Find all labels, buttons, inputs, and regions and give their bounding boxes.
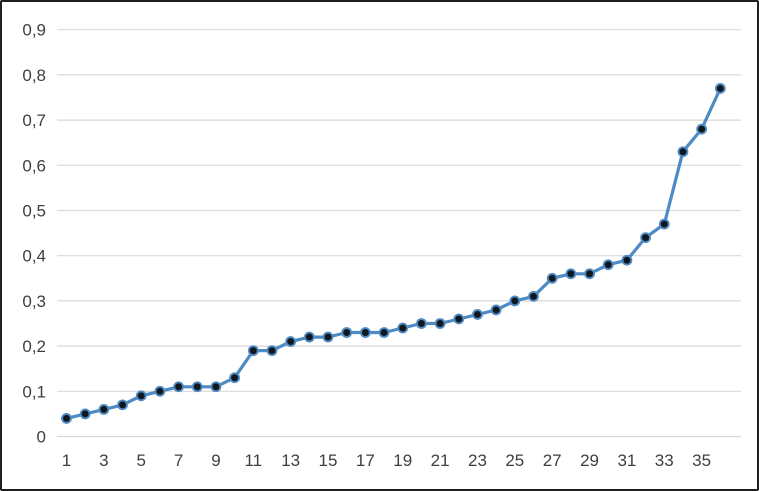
data-point-marker: [231, 374, 239, 382]
data-point-marker: [156, 387, 164, 395]
x-axis-tick-label: 15: [319, 451, 338, 470]
x-axis-tick-label: 5: [136, 451, 145, 470]
data-point-marker: [604, 261, 612, 269]
x-axis-tick-label: 23: [468, 451, 487, 470]
y-axis-tick-label: 0: [37, 428, 46, 447]
data-point-marker: [492, 306, 500, 314]
y-axis-tick-label: 0,9: [22, 21, 46, 40]
data-point-marker: [193, 383, 201, 391]
data-point-marker: [530, 292, 537, 300]
data-point-marker: [586, 270, 594, 278]
x-axis-tick-label: 13: [281, 451, 300, 470]
x-axis-tick-label: 19: [393, 451, 412, 470]
data-point-marker: [268, 347, 276, 355]
x-axis-tick-label: 9: [211, 451, 220, 470]
data-point-marker: [473, 310, 481, 318]
data-point-marker: [716, 84, 724, 92]
x-axis-tick-label: 11: [244, 451, 262, 470]
y-axis-tick-label: 0,1: [22, 382, 46, 401]
data-point-marker: [679, 148, 687, 156]
data-point-marker: [399, 324, 407, 332]
data-point-marker: [698, 125, 706, 133]
data-point-marker: [417, 320, 425, 327]
x-axis-tick-label: 33: [655, 451, 674, 470]
x-axis-tick-label: 1: [62, 451, 71, 470]
data-point-marker: [511, 297, 519, 305]
x-axis-tick-label: 31: [617, 451, 636, 470]
data-point-marker: [455, 315, 463, 323]
x-axis-tick-label: 3: [99, 451, 108, 470]
data-point-marker: [623, 256, 631, 264]
data-point-marker: [324, 333, 332, 341]
data-point-marker: [137, 392, 145, 400]
data-point-marker: [305, 333, 313, 341]
data-point-marker: [175, 383, 183, 391]
data-point-marker: [548, 274, 556, 282]
data-point-marker: [212, 383, 220, 391]
data-point-marker: [642, 234, 650, 242]
data-point-marker: [361, 329, 369, 337]
data-point-marker: [343, 329, 351, 337]
y-axis-tick-label: 0,3: [22, 292, 46, 311]
y-axis-tick-label: 0,6: [22, 156, 46, 175]
data-point-marker: [380, 329, 388, 337]
data-point-marker: [81, 410, 89, 418]
x-axis-tick-label: 21: [431, 451, 450, 470]
y-axis-tick-label: 0,2: [22, 337, 46, 356]
data-point-marker: [660, 220, 668, 228]
x-axis-tick-label: 7: [174, 451, 183, 470]
data-point-marker: [249, 347, 257, 355]
x-axis-tick-label: 25: [505, 451, 524, 470]
data-point-marker: [436, 320, 444, 327]
data-point-marker: [63, 414, 70, 422]
y-axis-tick-label: 0,7: [22, 111, 46, 130]
x-axis-tick-label: 27: [543, 451, 562, 470]
x-axis-tick-label: 35: [692, 451, 711, 470]
y-axis-tick-label: 0,4: [22, 247, 46, 266]
data-point-marker: [287, 338, 295, 346]
x-axis-tick-label: 17: [356, 451, 375, 470]
y-axis-tick-label: 0,5: [22, 202, 46, 221]
data-series-line: [64, 86, 722, 420]
y-axis-tick-label: 0,8: [22, 66, 46, 85]
data-point-marker: [567, 270, 575, 278]
x-axis-tick-label: 29: [580, 451, 599, 470]
data-point-marker: [100, 405, 108, 413]
data-point-marker: [119, 401, 127, 409]
